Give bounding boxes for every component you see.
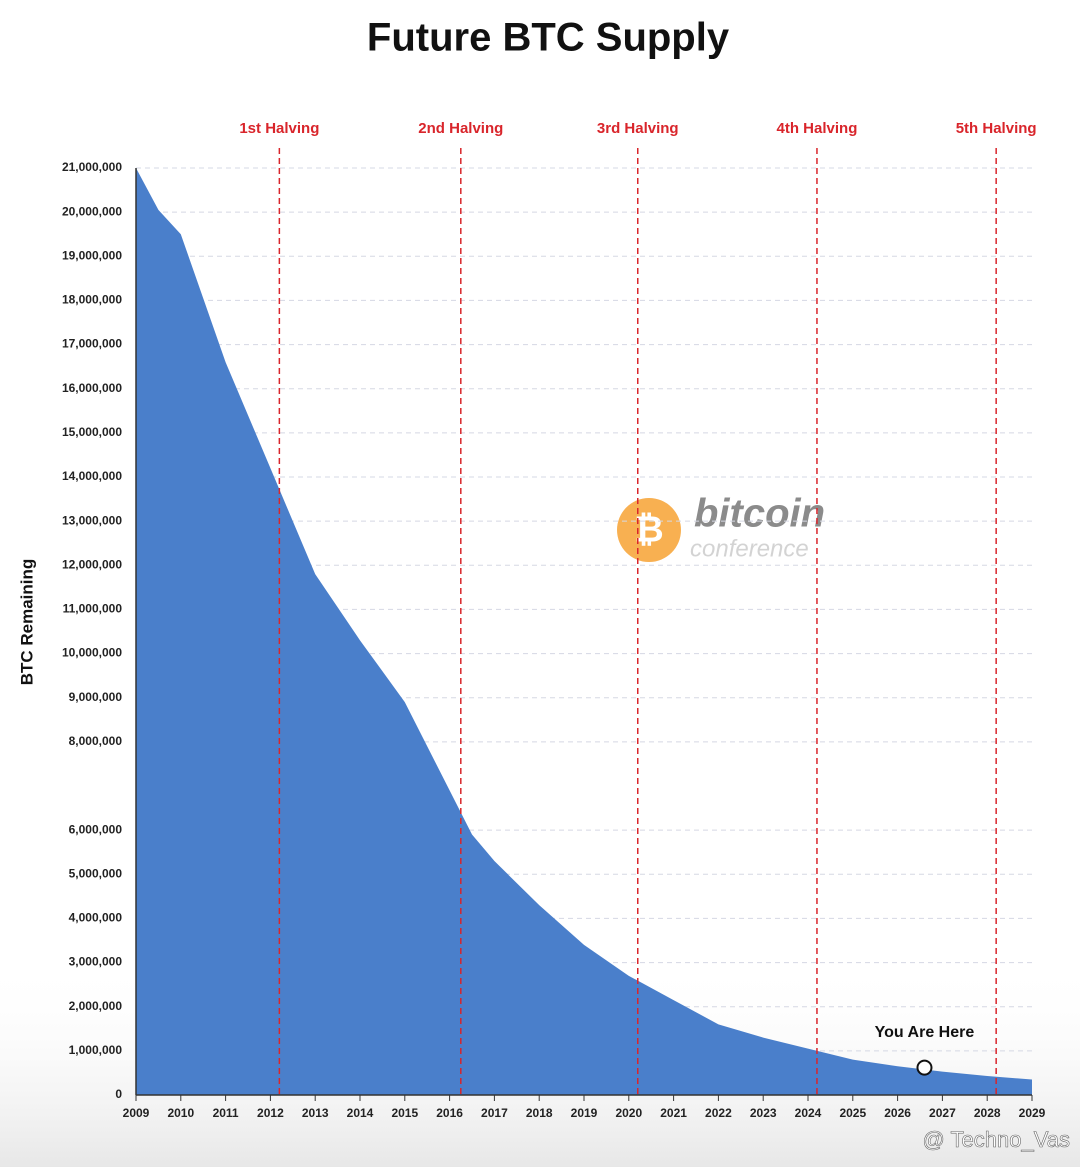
marker <box>916 1059 933 1076</box>
y-tick-label: 4,000,000 <box>69 911 123 925</box>
x-tick-label: 2027 <box>929 1106 956 1120</box>
x-tick-label: 2028 <box>974 1106 1001 1120</box>
y-tick-label: 16,000,000 <box>62 381 122 395</box>
x-tick-label: 2015 <box>391 1106 418 1120</box>
watermark-logo: bitcoin <box>694 492 825 536</box>
x-tick-label: 2019 <box>571 1106 598 1120</box>
area <box>136 168 1032 1095</box>
y-tick-label: 5,000,000 <box>69 866 123 880</box>
y-tick-label: 8,000,000 <box>69 734 123 748</box>
logo-icon: ₿ <box>634 509 663 550</box>
y-tick-label: 21,000,000 <box>62 160 122 174</box>
x-tick-label: 2010 <box>167 1106 194 1120</box>
x-tick-label: 2012 <box>257 1106 284 1120</box>
credit: @ Techno_Vas <box>922 1127 1070 1152</box>
y-tick-label: 6,000,000 <box>69 822 123 836</box>
watermark: ₿ bitcoin conference <box>617 492 825 562</box>
x-tick-label: 2025 <box>839 1106 866 1120</box>
chart-title: Future BTC Supply <box>367 16 730 60</box>
x-tick-label: 2021 <box>660 1106 687 1120</box>
y-tick-label: 1,000,000 <box>69 1043 123 1057</box>
x-tick-label: 2013 <box>302 1106 329 1120</box>
halving-label: 3rd Halving <box>597 120 679 137</box>
y-tick-label: 9,000,000 <box>69 690 123 704</box>
watermark-sub: conference <box>690 535 809 562</box>
x-tick-label: 2011 <box>213 1106 239 1120</box>
halving-label: 2nd Halving <box>418 120 503 137</box>
y-tick-label: 14,000,000 <box>62 469 122 483</box>
x-tick-label: 2024 <box>795 1106 822 1120</box>
x-tick-label: 2023 <box>750 1106 777 1120</box>
y-tick-label: 13,000,000 <box>62 513 122 527</box>
y-tick-label: 11,000,000 <box>63 602 123 616</box>
x-tick-label: 2016 <box>436 1106 463 1120</box>
y-tick-label: 12,000,000 <box>62 557 122 571</box>
x-tick-label: 2018 <box>526 1106 553 1120</box>
logo-circle <box>617 498 681 562</box>
x-tick-label: 2026 <box>884 1106 911 1120</box>
x-tick-label: 2017 <box>481 1106 508 1120</box>
y-tick-label: 19,000,000 <box>62 248 122 262</box>
y-tick-label: 18,000,000 <box>62 293 122 307</box>
y-axis-label: BTC Remaining <box>17 559 36 686</box>
x-tick-label: 2014 <box>347 1106 374 1120</box>
x-tick-label: 2022 <box>705 1106 732 1120</box>
halving-label: 1st Halving <box>239 120 319 137</box>
y-tick-label: 15,000,000 <box>62 425 122 439</box>
halving-label: 4th Halving <box>777 120 858 137</box>
y-tick-label: 20,000,000 <box>62 204 122 218</box>
x-tick-label: 2029 <box>1019 1106 1046 1120</box>
y-tick-label: 2,000,000 <box>69 999 123 1013</box>
halving-label: 5th Halving <box>956 120 1037 137</box>
y-tick-label: 10,000,000 <box>62 646 122 660</box>
y-tick-label: 0 <box>115 1087 122 1101</box>
y-tick-label: 17,000,000 <box>62 337 122 351</box>
x-tick-label: 2020 <box>615 1106 642 1120</box>
x-tick-label: 2009 <box>123 1106 150 1120</box>
y-tick-label: 3,000,000 <box>69 955 123 969</box>
marker-label: You Are Here <box>875 1024 975 1041</box>
